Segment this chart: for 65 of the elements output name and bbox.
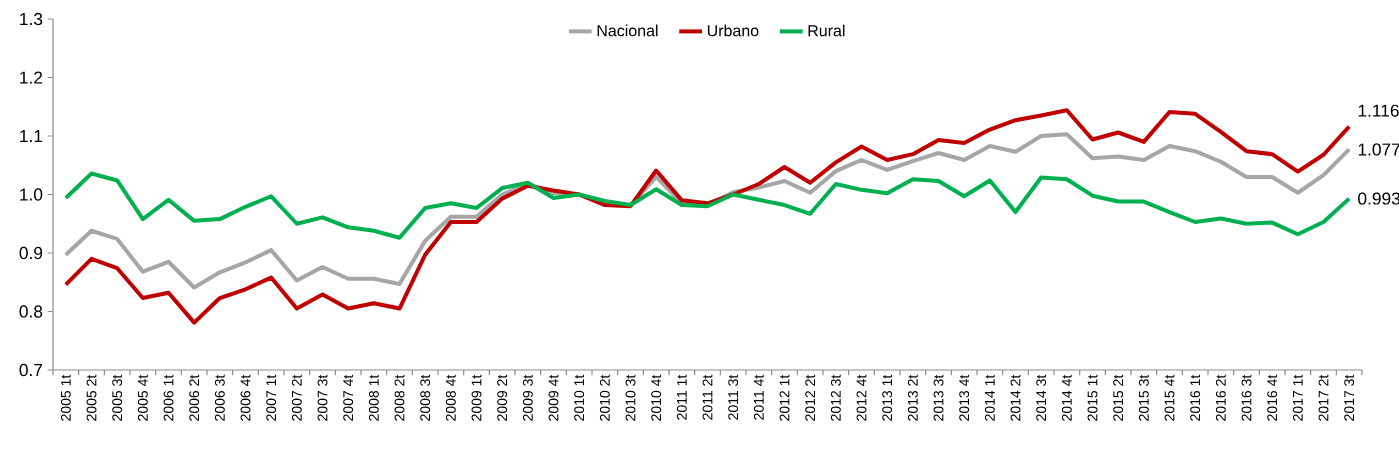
x-tick-label: 2014 3t (1036, 374, 1047, 421)
y-tick-label: 1.1 (20, 130, 43, 142)
data-label: 1.077 (1358, 143, 1399, 156)
x-tick-label: 2013 2t (907, 374, 918, 421)
x-tick-label: 2010 2t (599, 374, 610, 421)
x-tick-label: 2011 4t (753, 374, 764, 420)
x-tick-label: 2012 2t (805, 374, 816, 421)
x-tick-label: 2012 4t (856, 374, 867, 421)
x-tick-label: 2016 1t (1190, 374, 1201, 421)
x-tick-label: 2007 4t (343, 374, 354, 421)
x-tick-label: 2013 4t (959, 374, 970, 421)
x-tick-label: 2005 1t (60, 374, 71, 421)
y-tick-label: 1.2 (20, 71, 43, 84)
x-tick-label: 2015 3t (1138, 374, 1149, 421)
legend-label: Rural (808, 24, 845, 37)
x-tick-label: 2015 1t (1087, 374, 1098, 421)
x-tick-label: 2009 4t (548, 374, 559, 421)
x-tick-label: 2013 1t (882, 374, 893, 421)
x-tick-label: 2017 2t (1318, 374, 1329, 421)
x-tick-label: 2006 2t (189, 374, 200, 421)
x-tick-label: 2014 1t (984, 374, 995, 421)
x-tick-label: 2006 1t (163, 374, 174, 421)
x-tick-label: 2010 3t (625, 374, 636, 421)
x-tick-label: 2005 4t (137, 374, 148, 421)
x-tick-label: 2007 3t (317, 374, 328, 421)
x-tick-label: 2016 4t (1267, 374, 1278, 421)
x-tick-label: 2009 1t (471, 374, 482, 421)
y-tick-label: 1.0 (20, 188, 43, 201)
x-tick-label: 2012 3t (830, 374, 841, 421)
x-tick-label: 2007 1t (266, 374, 277, 421)
x-tick-label: 2011 1t (676, 374, 687, 420)
x-tick-label: 2014 4t (1061, 374, 1072, 421)
x-tick-label: 2007 2t (291, 374, 302, 421)
y-tick-label: 0.7 (19, 363, 43, 377)
x-tick-label: 2012 1t (779, 374, 790, 421)
x-tick-label: 2017 3t (1344, 374, 1355, 421)
x-tick-label: 2015 4t (1164, 374, 1175, 421)
x-tick-label: 2011 3t (728, 374, 739, 420)
legend-label: Nacional (597, 24, 658, 37)
line-series (63, 171, 1352, 240)
x-tick-label: 2008 1t (368, 374, 379, 421)
x-tick-label: 2005 2t (86, 374, 97, 421)
x-tick-label: 2013 3t (933, 374, 944, 421)
x-tick-label: 2006 4t (240, 374, 251, 421)
x-tick-label: 2015 2t (1113, 374, 1124, 421)
x-tick-label: 2006 3t (214, 374, 225, 421)
x-tick-label: 2008 4t (445, 374, 456, 421)
line-series (63, 108, 1352, 325)
x-tick-label: 2017 1t (1292, 374, 1303, 421)
y-tick-label: 1.3 (20, 12, 43, 26)
data-label: 1.116 (1358, 104, 1399, 117)
x-tick-label: 2016 3t (1241, 374, 1252, 421)
x-tick-label: 2008 2t (394, 374, 405, 421)
x-tick-label: 2014 2t (1010, 374, 1021, 421)
x-tick-label: 2005 3t (112, 374, 123, 421)
x-tick-label: 2009 2t (497, 374, 508, 421)
x-tick-label: 2011 2t (702, 374, 713, 420)
y-tick-label: 0.9 (19, 246, 43, 260)
x-tick-label: 2010 4t (651, 374, 662, 421)
x-tick-label: 2010 1t (574, 374, 585, 421)
x-tick-label: 2008 3t (420, 374, 431, 421)
legend-label: Urbano (707, 24, 759, 37)
x-tick-label: 2016 2t (1215, 374, 1226, 421)
y-tick-label: 0.8 (19, 305, 43, 318)
x-tick-label: 2009 3t (522, 374, 533, 421)
